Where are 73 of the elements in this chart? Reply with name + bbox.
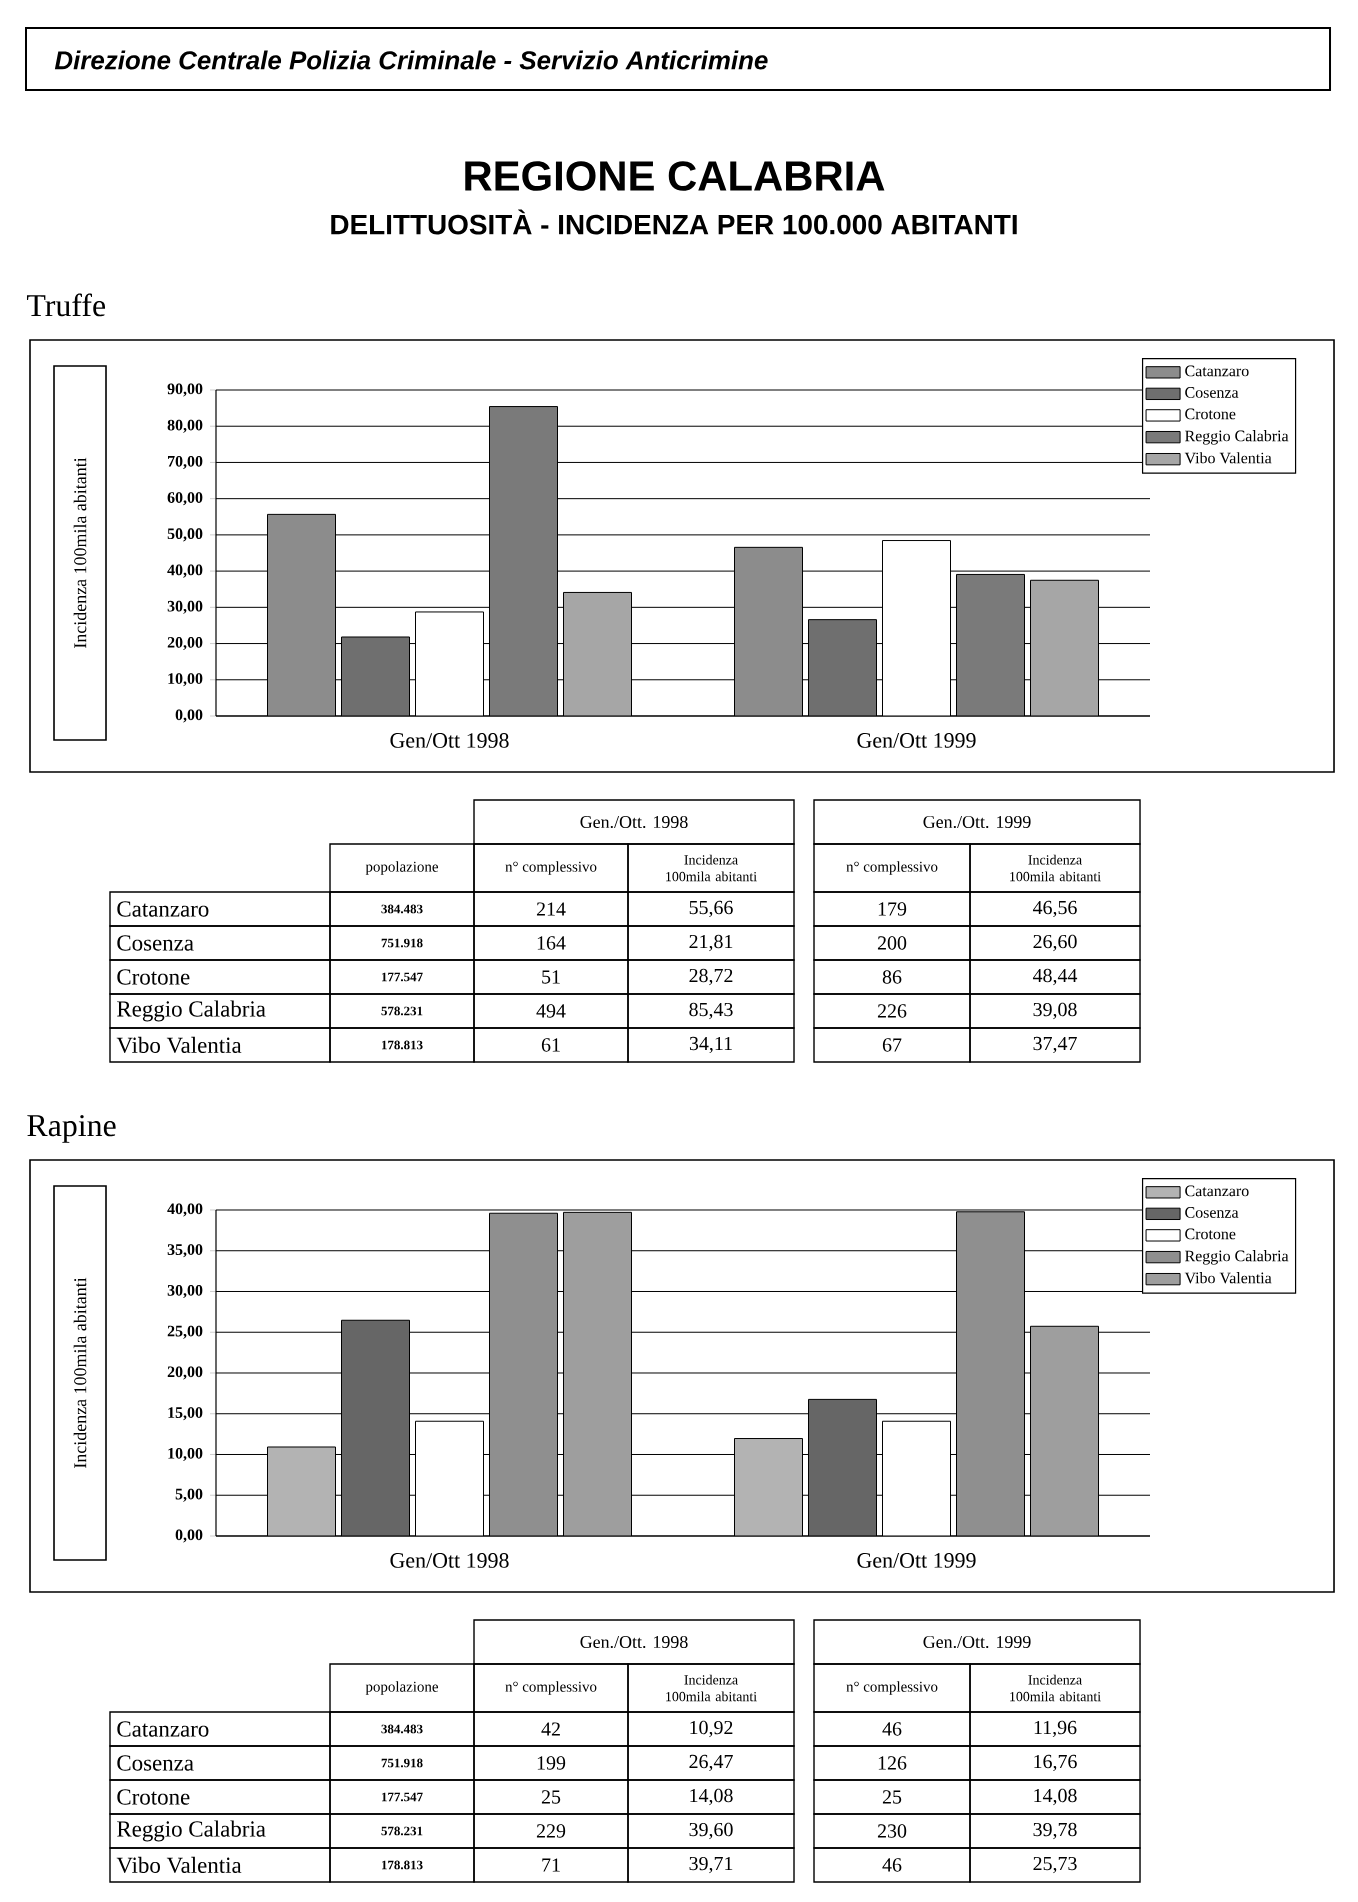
text: Gen./Ott. 1999	[923, 1635, 1031, 1649]
text: 48,44	[1032, 968, 1078, 986]
text: 230	[877, 1824, 907, 1838]
text: Direzione Centrale Polizia Criminale - Servizio Anticrimine	[54, 50, 768, 70]
text: Reggio Calabria	[117, 1820, 266, 1842]
text: 55,66	[689, 900, 733, 918]
x-tick-label: Gen/Ott 1999	[857, 733, 976, 748]
text: 126	[878, 1756, 907, 1770]
text: 39,60	[689, 1822, 733, 1840]
text: 34,11	[689, 1036, 732, 1054]
text: Cosenza	[117, 935, 194, 951]
text: 26,60	[1033, 934, 1077, 952]
text: 51	[542, 970, 560, 984]
text: 46	[882, 1722, 902, 1736]
text: 39,71	[689, 1856, 733, 1874]
x-tick-label: Gen/Ott 1998	[390, 1553, 509, 1568]
x-tick-label: Gen/Ott 1998	[390, 733, 509, 748]
text: DELITTUOSITÀ - INCIDENZA PER 100.000 ABITANTI	[331, 209, 1017, 235]
text: 37,47	[1033, 1036, 1077, 1054]
text: Gen./Ott. 1998	[580, 1635, 688, 1649]
text: Vibo Valentia	[116, 1856, 242, 1874]
text: 200	[877, 936, 907, 950]
text: 16,76	[1034, 1754, 1077, 1772]
text: Gen./Ott. 1999	[923, 815, 1031, 829]
bar	[1030, 1325, 1100, 1536]
text: 86	[882, 970, 902, 984]
bar	[267, 513, 336, 716]
bar	[563, 591, 633, 716]
text: Vibo Valentia	[116, 1036, 242, 1054]
text: 14,08	[690, 1788, 733, 1806]
text: 199	[537, 1756, 566, 1770]
bar	[808, 1398, 878, 1536]
text: Reggio Calabria	[117, 1000, 266, 1022]
chart-title: Truffe	[26, 293, 106, 317]
x-tick-label: Gen/Ott 1999	[857, 1553, 976, 1568]
text: 28,72	[689, 968, 733, 986]
text: 67	[882, 1038, 902, 1052]
text: Crotone	[117, 1789, 190, 1805]
text: Gen./Ott. 1998	[580, 815, 688, 829]
text: 25,73	[1033, 1856, 1077, 1874]
text: 25	[882, 1790, 902, 1804]
text: REGIONE CALABRIA	[465, 161, 885, 191]
text: 71	[542, 1858, 560, 1872]
text: Crotone	[117, 969, 190, 985]
text: 21,81	[689, 934, 733, 952]
text: 85,43	[689, 1002, 733, 1020]
text: 46	[882, 1858, 902, 1872]
text: 42	[541, 1722, 560, 1736]
text: 14,08	[1034, 1788, 1077, 1806]
text: 39,08	[1033, 1002, 1077, 1020]
text: 179	[878, 902, 907, 916]
bar	[1030, 579, 1100, 716]
text: 226	[877, 1004, 907, 1018]
text: Cosenza	[117, 1755, 194, 1771]
bar	[341, 1319, 410, 1536]
text: 229	[536, 1824, 566, 1838]
text: Catanzaro	[117, 1721, 209, 1737]
text: 39,78	[1033, 1822, 1077, 1840]
text: 214	[536, 902, 566, 916]
text: 46,56	[1032, 900, 1077, 918]
y-axis-title: Incidenza 100mila abitanti	[73, 1277, 87, 1468]
text: 25	[541, 1790, 561, 1804]
text: 26,47	[689, 1754, 733, 1772]
text: Catanzaro	[117, 901, 209, 917]
bar	[563, 1211, 633, 1536]
bar	[734, 546, 804, 716]
text: 494	[536, 1004, 566, 1018]
text: 11,96	[1034, 1720, 1077, 1738]
chart-title: Rapine	[27, 1114, 116, 1143]
y-axis-title: Incidenza 100mila abitanti	[73, 457, 87, 648]
text: 10,92	[690, 1720, 733, 1738]
text: 61	[541, 1038, 560, 1052]
text: 164	[537, 936, 566, 950]
